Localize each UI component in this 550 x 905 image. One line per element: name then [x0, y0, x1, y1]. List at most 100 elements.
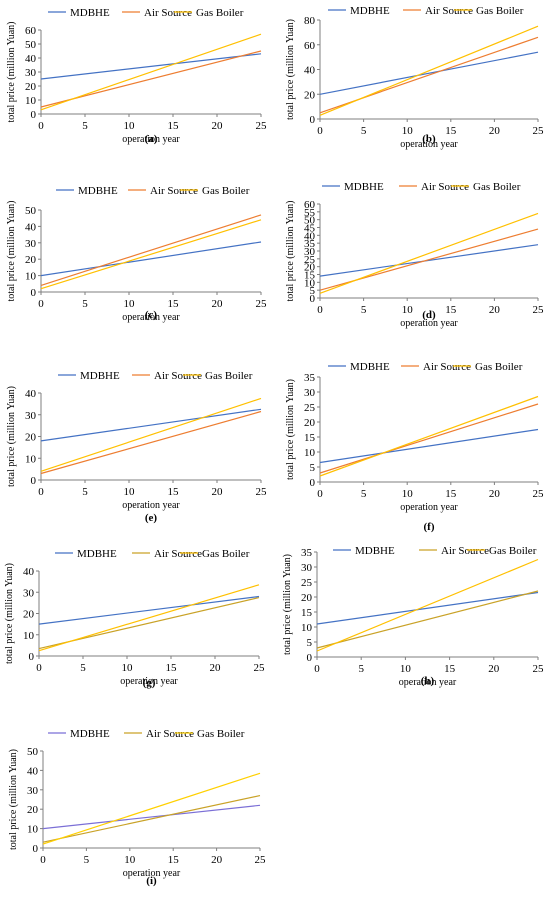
y-tick-label: 30	[25, 67, 37, 79]
series-line-gas-boiler	[316, 558, 539, 652]
y-tick-label: 5	[310, 285, 316, 297]
legend-label: Gas Boiler	[202, 185, 250, 197]
y-tick-label: 25	[304, 254, 316, 266]
x-tick-label: 15	[444, 663, 456, 675]
x-tick-label: 20	[210, 662, 222, 674]
y-tick-label: 50	[25, 205, 37, 217]
y-tick-label: 40	[304, 65, 316, 77]
chart-panel-2: 0 20 40 60 80 0 5 10 15 20 25 operation year total p…	[285, 5, 544, 150]
chart-panel-6: 0 5 10 15 20 25 30 35 0 5 10 15 20 25 operation year to…	[285, 361, 544, 533]
legend-label: Air Source	[144, 7, 192, 19]
y-tick-label: 0	[29, 651, 35, 663]
y-axis-title: total price (million Yuan)	[285, 379, 296, 480]
x-tick-label: 5	[361, 304, 367, 316]
legend-label: MDBHE	[70, 7, 110, 19]
legend-label: Gas Boiler	[476, 5, 524, 17]
series-line-air-source	[319, 403, 539, 474]
y-axis-title: total price (million Yuan)	[6, 386, 17, 487]
y-tick-label: 30	[301, 562, 313, 574]
x-tick-label: 0	[314, 663, 320, 675]
series-line-mdbhe	[40, 53, 262, 80]
x-tick-label: 5	[82, 120, 88, 132]
legend-label: MDBHE	[350, 361, 390, 373]
x-tick-label: 20	[489, 488, 501, 500]
series-line-gas-boiler	[40, 219, 262, 290]
y-tick-label: 80	[304, 15, 316, 27]
y-tick-label: 10	[304, 277, 316, 289]
legend-label: Gas Boiler	[196, 7, 244, 19]
series-line-gas-boiler	[38, 584, 260, 652]
x-axis-title: operation year	[400, 139, 458, 150]
y-tick-label: 15	[304, 432, 316, 444]
series-line-mdbhe	[40, 241, 262, 277]
legend-label: MDBHE	[344, 181, 384, 193]
y-axis-title: total price (million Yuan)	[6, 201, 17, 302]
y-tick-label: 10	[301, 622, 313, 634]
series-line-gas-boiler	[40, 397, 262, 472]
x-tick-label: 15	[445, 125, 457, 137]
legend-label: MDBHE	[78, 185, 118, 197]
series-line-gas-boiler	[42, 772, 261, 845]
y-tick-label: 10	[25, 271, 37, 283]
legend-label: Gas Boiler	[205, 370, 253, 382]
x-tick-label: 25	[533, 663, 545, 675]
y-tick-label: 40	[304, 230, 316, 242]
series-line-mdbhe	[38, 595, 260, 625]
x-tick-label: 0	[317, 304, 323, 316]
x-tick-label: 10	[402, 304, 414, 316]
x-tick-label: 15	[166, 662, 178, 674]
x-tick-label: 10	[400, 663, 412, 675]
y-tick-label: 35	[304, 372, 316, 384]
y-tick-label: 10	[25, 95, 37, 107]
y-tick-label: 20	[304, 262, 316, 274]
y-tick-label: 40	[25, 388, 37, 400]
x-axis-title: operation year	[122, 500, 180, 511]
series-line-mdbhe	[319, 244, 539, 277]
y-tick-label: 0	[307, 652, 313, 664]
legend-label: Gas Boiler	[473, 181, 521, 193]
x-tick-label: 5	[82, 486, 88, 498]
x-tick-label: 25	[256, 120, 268, 132]
y-tick-label: 0	[31, 475, 37, 487]
y-tick-label: 5	[307, 637, 313, 649]
x-axis-title: operation year	[122, 134, 180, 145]
y-tick-label: 15	[304, 270, 316, 282]
series-line-mdbhe	[316, 591, 539, 625]
x-tick-label: 15	[168, 854, 180, 866]
x-tick-label: 5	[84, 854, 90, 866]
chart-panel-5: 0 10 20 30 40 0 5 10 15 20 25 operation year total p…	[6, 370, 267, 524]
x-tick-label: 5	[80, 662, 86, 674]
x-tick-label: 20	[212, 298, 224, 310]
legend-label: Air Source	[146, 728, 194, 740]
y-tick-label: 25	[301, 577, 313, 589]
x-axis-title: operation year	[399, 677, 457, 688]
series-line-air-source	[316, 590, 539, 649]
legend-label: MDBHE	[80, 370, 120, 382]
panel-caption: (d)	[422, 309, 436, 321]
legend-label: MDBHE	[70, 728, 110, 740]
y-tick-label: 20	[304, 89, 316, 101]
y-tick-label: 5	[310, 462, 316, 474]
legend-label: Air Source	[441, 545, 489, 557]
legend-label: Air Source	[421, 181, 469, 193]
y-tick-label: 60	[304, 40, 316, 52]
y-tick-label: 20	[23, 609, 35, 621]
y-tick-label: 25	[304, 402, 316, 414]
y-tick-label: 40	[23, 566, 35, 578]
panel-caption: (g)	[143, 677, 156, 689]
y-tick-label: 0	[310, 477, 316, 489]
panel-caption: (f)	[424, 521, 435, 533]
x-tick-label: 25	[256, 298, 268, 310]
x-tick-label: 15	[168, 298, 180, 310]
panel-caption: (h)	[421, 675, 435, 687]
chart-panel-1: 0 10 20 30 40 50 60 0 5 10 15 20 25 operation year tot…	[6, 7, 267, 145]
legend-label: Gas Boiler	[475, 361, 523, 373]
y-tick-label: 40	[25, 53, 37, 65]
y-tick-label: 20	[25, 81, 37, 93]
series-line-gas-boiler	[40, 33, 262, 111]
y-tick-label: 10	[23, 630, 35, 642]
x-tick-label: 15	[168, 120, 180, 132]
x-tick-label: 5	[361, 488, 367, 500]
x-tick-label: 25	[533, 304, 545, 316]
